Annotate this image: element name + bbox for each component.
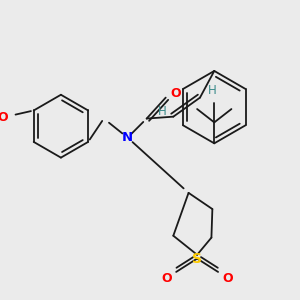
Text: O: O (0, 111, 8, 124)
Text: S: S (192, 252, 202, 266)
Text: O: O (170, 87, 181, 100)
Text: N: N (122, 131, 133, 144)
Text: O: O (161, 272, 172, 285)
Text: O: O (222, 272, 233, 285)
Text: H: H (208, 84, 217, 98)
Text: H: H (158, 105, 166, 119)
